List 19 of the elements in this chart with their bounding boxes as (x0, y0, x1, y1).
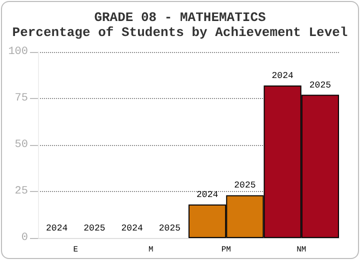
y-tick-label: 100 (8, 46, 28, 58)
y-tick-label: 25 (14, 186, 28, 198)
y-tick-label: 0 (21, 232, 28, 244)
text: 2025 (84, 224, 106, 234)
text: 2025 (309, 80, 331, 90)
chart-subtitle: Percentage of Students by Achievement Level (12, 25, 348, 40)
series-label: 2024 (196, 190, 218, 200)
x-tick-label: NM (296, 246, 306, 254)
x-tick-label: E (73, 246, 78, 254)
text: 2024 (121, 224, 143, 234)
y-tick-label: 50 (14, 139, 28, 151)
x-tick-label: M (148, 246, 154, 254)
y-tick-label: 75 (14, 92, 28, 104)
chart-title: GRADE 08 - MATHEMATICS (94, 10, 266, 25)
text: 2024 (272, 70, 294, 81)
x-tick-label: PM (221, 246, 232, 254)
series-label: 2025 (234, 180, 256, 191)
text: 2025 (158, 224, 180, 234)
text: 2024 (46, 224, 68, 234)
